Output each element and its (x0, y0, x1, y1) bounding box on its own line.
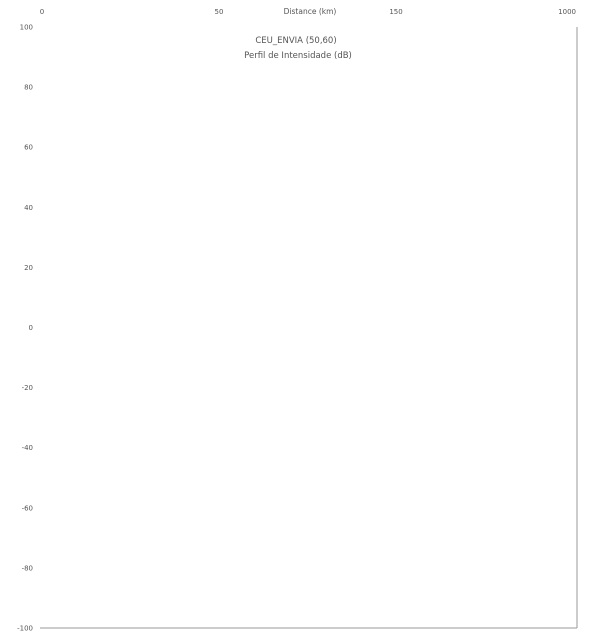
x-axis-title: Distance (km) (284, 7, 337, 16)
y-tick-label: -60 (22, 504, 33, 512)
y-tick-label: -40 (22, 444, 33, 452)
y-tick-label: 80 (24, 84, 33, 92)
y-tick-label: 40 (24, 204, 33, 212)
axes-layer (40, 27, 578, 629)
x-tick-label: 50 (215, 8, 224, 16)
y-tick-label: 0 (29, 324, 33, 332)
chart-annotation-subtitle: Perfil de Intensidade (dB) (244, 51, 352, 61)
x-tick-label: 150 (389, 8, 402, 16)
y-tick-label: -100 (17, 625, 33, 633)
y-tick-label: 20 (24, 264, 33, 272)
x-tick-label: 0 (40, 8, 44, 16)
y-tick-label: 100 (20, 24, 33, 32)
chart-annotation-location: CEU_ENVIA (50,60) (255, 36, 336, 46)
x-tick-labels: 0 50 150 1000 (40, 8, 576, 16)
y-tick-labels: 100 80 60 40 20 0 -20 -40 -60 -80 -100 (17, 24, 33, 633)
y-tick-label: -80 (22, 564, 33, 572)
y-tick-label: 60 (24, 144, 33, 152)
y-tick-label: -20 (22, 384, 33, 392)
x-tick-label: 1000 (558, 8, 576, 16)
